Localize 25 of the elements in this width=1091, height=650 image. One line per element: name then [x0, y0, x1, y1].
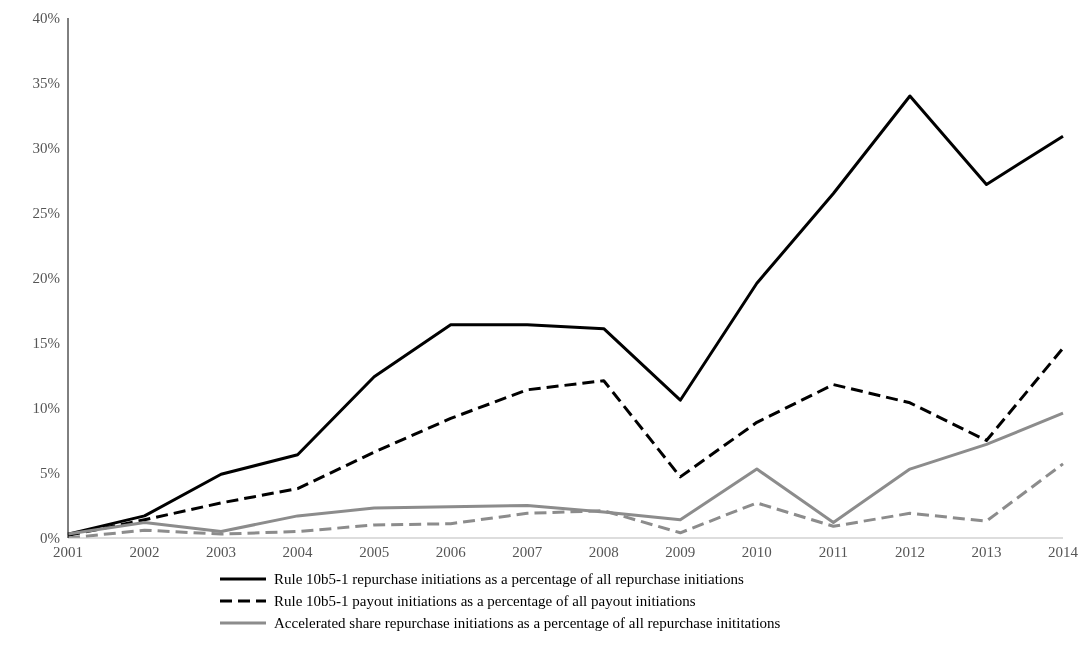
y-tick-label: 40% [32, 10, 60, 27]
x-tick-label: 2012 [894, 543, 925, 560]
x-tick-label: 2011 [818, 543, 849, 560]
y-tick-label: 20% [32, 270, 60, 287]
y-tick-label: 30% [32, 140, 60, 157]
y-tick-label: 5% [40, 465, 60, 482]
legend-label: Rule 10b5-1 payout initiations as a percentage of all payout initiations [274, 592, 696, 610]
x-tick-label: 2010 [741, 543, 772, 560]
line-series [66, 411, 1065, 536]
x-tick-label: 2008 [588, 543, 619, 560]
y-tick-label: 35% [32, 75, 60, 92]
x-tick-label: 2003 [206, 543, 237, 560]
x-tick-label: 2007 [512, 543, 543, 560]
x-tick-label: 2013 [971, 543, 1002, 560]
y-tick-label: 15% [32, 335, 60, 352]
x-tick-label: 2004 [282, 543, 314, 560]
legend-label: Accelerated share repurchase initiations as a percentage of all repurchase inititations [274, 614, 781, 632]
x-tick-label: 2005 [359, 543, 390, 560]
x-tick-label: 2009 [665, 543, 696, 560]
legend-label: Rule 10b5-1 repurchase initiations as a percentage of all repurchase initiations [274, 570, 744, 588]
x-tick-label: 2006 [435, 543, 467, 560]
y-tick-label: 10% [32, 400, 60, 417]
y-tick-label: 25% [32, 205, 60, 222]
x-tick-label: 2002 [129, 543, 160, 560]
x-tick-label: 2014 [1048, 543, 1079, 560]
